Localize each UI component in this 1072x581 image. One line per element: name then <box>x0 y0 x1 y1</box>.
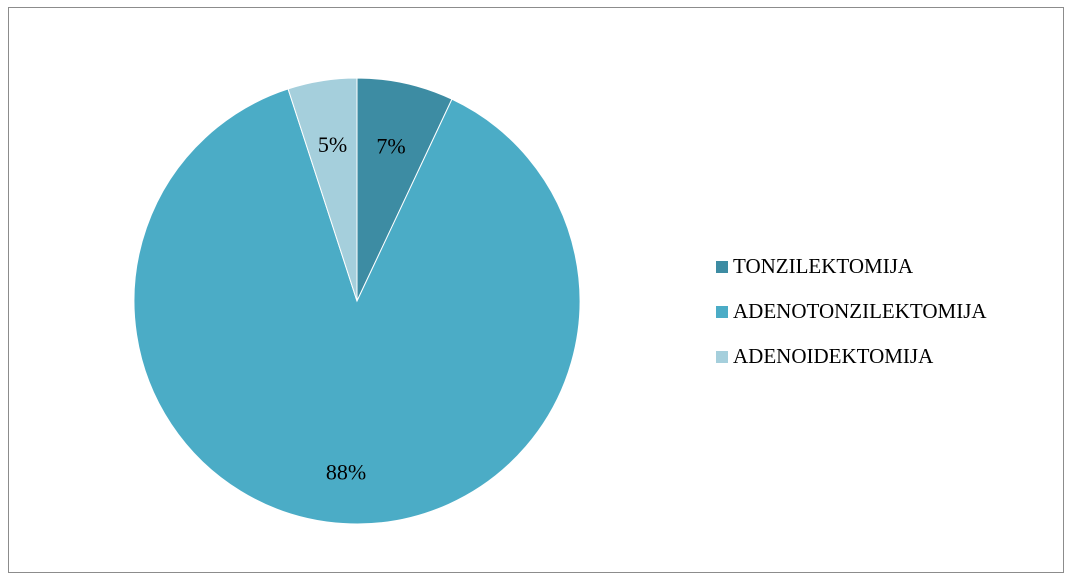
legend-swatch-adenotonzilektomija <box>716 305 728 318</box>
legend-item-adenoidektomija: ADENOIDEKTOMIJA <box>716 334 987 379</box>
pie-slices <box>133 77 581 525</box>
data-label-adenoidektomija: 5% <box>318 132 347 157</box>
legend-item-adenotonzilektomija: ADENOTONZILEKTOMIJA <box>716 289 987 334</box>
legend-item-tonzilektomija: TONZILEKTOMIJA <box>716 244 987 289</box>
legend-label-adenotonzilektomija: ADENOTONZILEKTOMIJA <box>733 299 987 323</box>
legend-label-adenoidektomija: ADENOIDEKTOMIJA <box>733 344 934 368</box>
pie-slice-adenotonzilektomija <box>133 88 581 525</box>
legend-swatch-adenoidektomija <box>716 350 728 363</box>
legend-swatch-tonzilektomija <box>716 260 728 273</box>
legend: TONZILEKTOMIJA ADENOTONZILEKTOMIJA ADENO… <box>716 244 987 379</box>
pie-slice-adenoidektomija <box>287 77 358 302</box>
data-label-adenotonzilektomija: 88% <box>326 460 366 485</box>
pie-data-labels: 7% 88% 5% <box>318 132 406 485</box>
data-label-tonzilektomija: 7% <box>376 134 405 159</box>
legend-label-tonzilektomija: TONZILEKTOMIJA <box>733 254 914 278</box>
